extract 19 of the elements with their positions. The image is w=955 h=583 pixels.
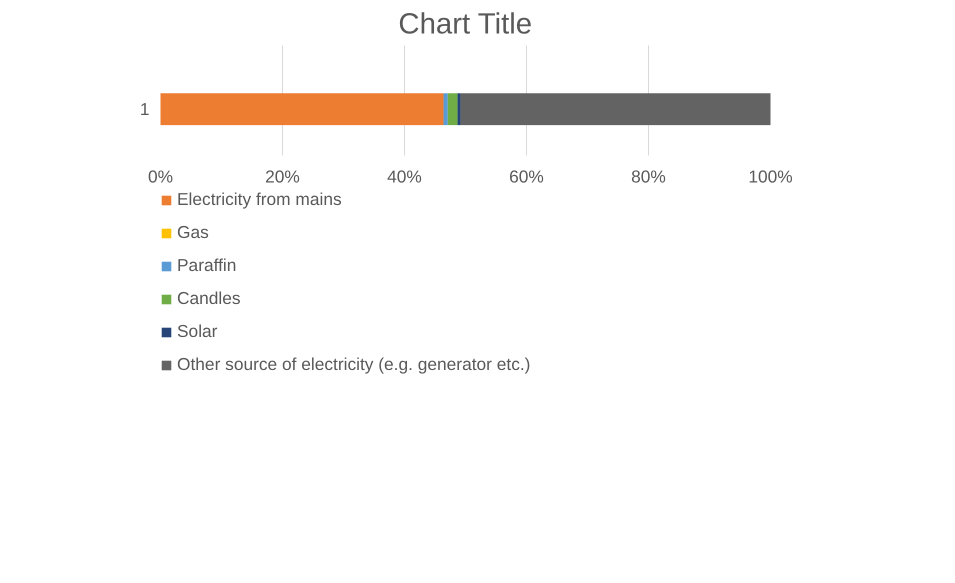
y-tick-label: 1 bbox=[140, 99, 150, 120]
legend-label: Other source of electricity (e.g. generator etc.) bbox=[177, 354, 530, 375]
x-tick-label: 40% bbox=[387, 166, 422, 186]
bar bbox=[448, 93, 458, 126]
legend-label: Solar bbox=[177, 321, 218, 342]
x-tick-label: 20% bbox=[265, 166, 300, 186]
legend-label: Gas bbox=[177, 222, 209, 243]
chart-title: Chart Title bbox=[398, 8, 532, 40]
legend-label: Paraffin bbox=[177, 255, 236, 276]
bar bbox=[458, 93, 461, 126]
bar bbox=[160, 93, 444, 126]
bar bbox=[444, 93, 448, 126]
legend-label: Electricity from mains bbox=[177, 189, 342, 210]
x-tick-label: 100% bbox=[748, 166, 793, 186]
legend-label: Candles bbox=[177, 288, 241, 309]
x-tick-label: 60% bbox=[509, 166, 544, 186]
bar bbox=[460, 93, 770, 126]
x-tick-label: 0% bbox=[148, 166, 174, 186]
x-tick-label: 80% bbox=[631, 166, 666, 186]
